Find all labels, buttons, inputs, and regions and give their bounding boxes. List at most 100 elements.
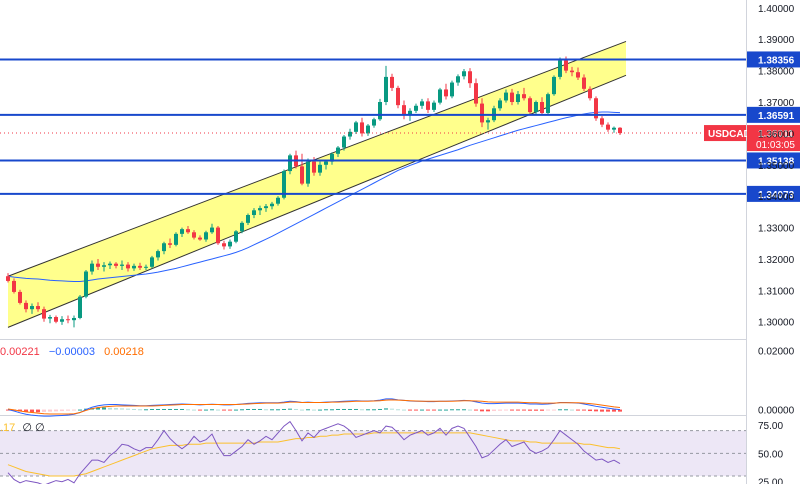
level-tag xyxy=(747,106,800,123)
candle-body xyxy=(120,264,124,266)
candle-body xyxy=(192,232,196,238)
candle xyxy=(462,69,466,80)
candle xyxy=(360,117,364,137)
candle xyxy=(120,260,124,270)
macd-histogram-bar xyxy=(396,409,400,411)
macd-histogram-bar xyxy=(414,409,418,411)
candle-body xyxy=(432,102,436,110)
candle xyxy=(234,230,238,244)
candle xyxy=(186,226,190,234)
rsi-symbols: ∅ ∅ xyxy=(22,422,44,434)
candle-body xyxy=(564,60,568,71)
candle-body xyxy=(324,161,328,165)
candle-body xyxy=(342,136,346,148)
macd-histogram-bar xyxy=(540,409,544,411)
candle-body xyxy=(186,229,190,233)
candle xyxy=(276,196,280,206)
channel-upper-line xyxy=(7,40,627,277)
macd-histogram-bar xyxy=(408,409,412,411)
candle xyxy=(180,227,184,237)
candle xyxy=(174,232,178,247)
macd-histogram-bar xyxy=(186,409,190,411)
candle xyxy=(390,73,394,92)
candle-body xyxy=(246,215,250,223)
current-price-tag xyxy=(747,125,800,152)
price-tick-label: 1.33000 xyxy=(758,224,795,235)
candle-body xyxy=(228,241,232,247)
candle-body xyxy=(138,265,142,268)
candle-body xyxy=(156,251,160,258)
candle-body xyxy=(24,302,28,310)
macd-histogram-bar xyxy=(552,409,556,411)
price-tick-label: 1.31000 xyxy=(758,286,795,297)
macd-histogram-bar xyxy=(288,408,292,410)
candle-body xyxy=(588,88,592,99)
candle-body xyxy=(96,263,100,267)
candle-body xyxy=(360,122,364,134)
candle xyxy=(570,66,574,77)
candle xyxy=(36,302,40,312)
candle-body xyxy=(606,124,610,130)
candle-body xyxy=(258,208,262,211)
rsi-pane: 75.00 50.00 25.00 xyxy=(0,420,783,484)
macd-histogram-bar xyxy=(36,409,40,413)
candle xyxy=(198,235,202,241)
candle-body xyxy=(444,89,448,97)
macd-tick-label: 0.02000 xyxy=(758,346,795,357)
price-tick-label: 1.30000 xyxy=(758,318,795,329)
candle-body xyxy=(168,243,172,245)
macd-histogram-bar xyxy=(444,409,448,411)
candle-body xyxy=(528,98,532,113)
candle-body xyxy=(288,155,292,172)
countdown-label: 01:03:05 xyxy=(756,140,795,151)
macd-histogram-bar xyxy=(438,409,442,411)
candle-body xyxy=(504,92,508,101)
candle xyxy=(348,128,352,140)
macd-histogram-bar xyxy=(264,409,268,411)
candle-body xyxy=(216,227,220,244)
macd-pane: 0.02000 0.00000 xyxy=(6,346,795,417)
candle xyxy=(576,67,580,81)
macd-histogram-value: 0.00221 xyxy=(0,346,40,358)
candle xyxy=(456,74,460,86)
candle xyxy=(300,153,304,186)
macd-histogram-bar xyxy=(312,409,316,411)
candle xyxy=(510,88,514,106)
candle-body xyxy=(270,203,274,207)
candle xyxy=(12,278,16,294)
macd-histogram-bar xyxy=(138,409,142,411)
candle-body xyxy=(162,243,166,252)
candle-body xyxy=(84,271,88,297)
macd-histogram-bar xyxy=(432,409,436,411)
rsi-tick-label: 50.00 xyxy=(758,449,783,460)
candle-body xyxy=(480,103,484,123)
candle-body xyxy=(354,122,358,132)
candle xyxy=(168,238,172,248)
candle-body xyxy=(378,102,382,120)
level-tag xyxy=(747,152,800,169)
candle-body xyxy=(450,82,454,97)
candle xyxy=(438,87,442,105)
candle-body xyxy=(30,306,34,310)
candle-body xyxy=(366,125,370,134)
macd-histogram-bar xyxy=(300,409,304,411)
channel-lower-line xyxy=(7,74,627,328)
candle-body xyxy=(330,153,334,162)
macd-histogram-bar xyxy=(132,408,136,410)
macd-legend: 0.00221 −0.00003 0.00218 xyxy=(0,346,144,358)
level-tag-label: 1.36591 xyxy=(758,111,795,122)
candle xyxy=(444,83,448,100)
macd-histogram-bar xyxy=(558,409,562,411)
rsi-tick-label: 75.00 xyxy=(758,421,783,432)
macd-histogram-bar xyxy=(30,409,34,413)
level-tag-label: 1.38356 xyxy=(758,55,795,66)
candle-body xyxy=(90,263,94,272)
candle-body xyxy=(414,105,418,111)
channel-layer xyxy=(7,40,627,328)
macd-histogram-bar xyxy=(354,408,358,410)
candle xyxy=(192,230,196,240)
candle-body xyxy=(402,105,406,115)
macd-histogram-bar xyxy=(546,409,550,411)
price-tick-label: 1.38000 xyxy=(758,67,795,78)
